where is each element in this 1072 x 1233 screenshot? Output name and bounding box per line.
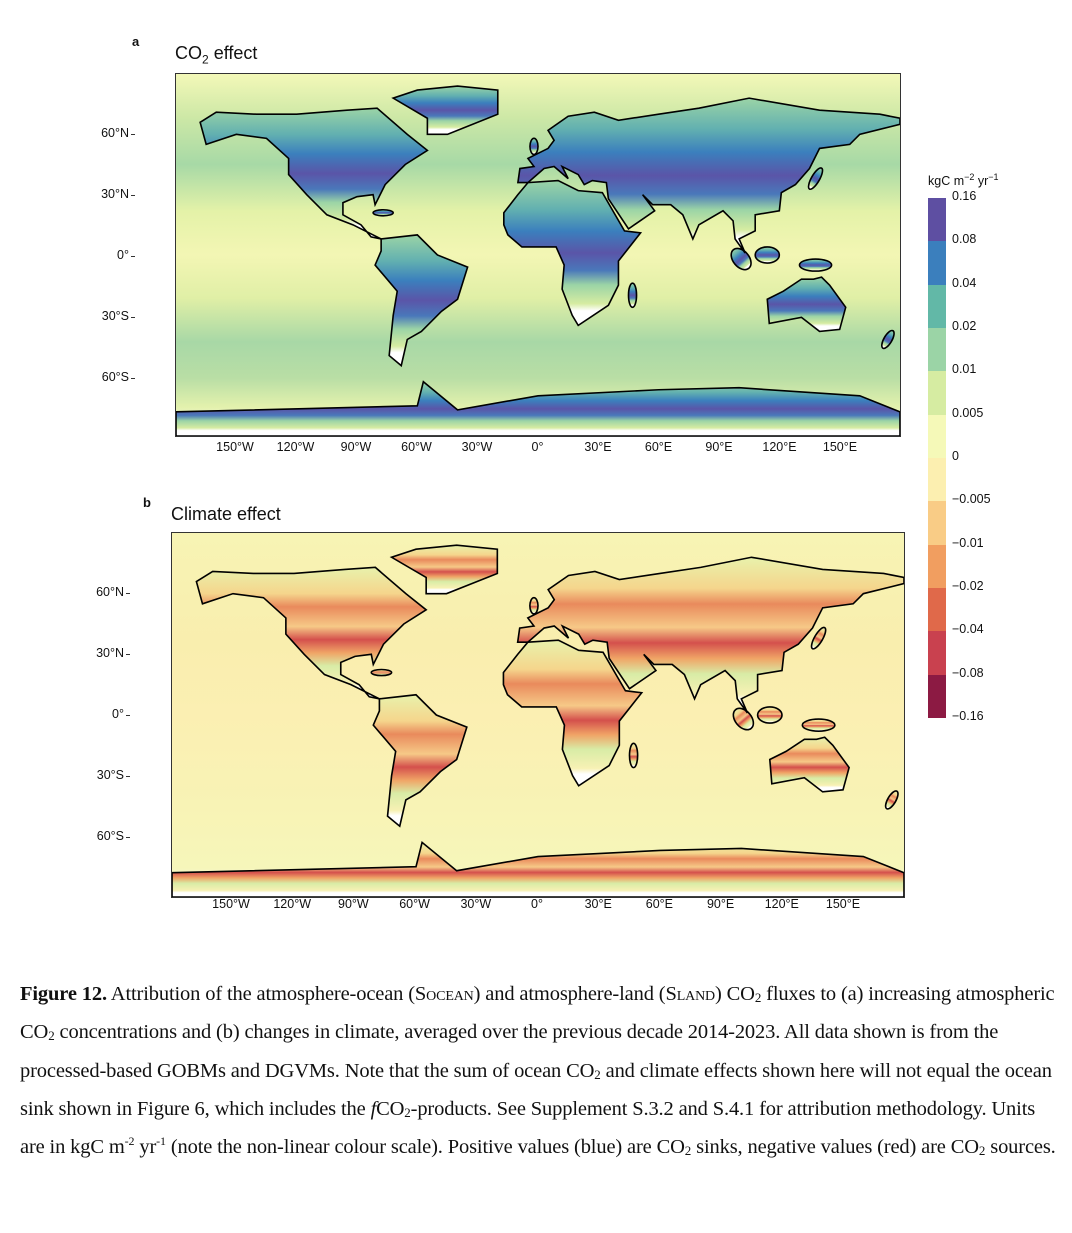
y-tick-label-b: 60°S — [84, 829, 130, 843]
x-tick-label-b: 0° — [531, 897, 543, 911]
caption-segment: Figure 12. — [20, 983, 107, 1005]
panel-b-title: Climate effect — [171, 504, 281, 524]
x-tick-label-a: 30°E — [584, 440, 612, 454]
figure-caption: Figure 12. Attribution of the atmosphere… — [20, 975, 1060, 1166]
colorbar-tick-label: −0.005 — [952, 492, 991, 507]
panel-a-title: CO2 effect — [175, 43, 257, 67]
caption-segment: 2 — [754, 990, 762, 1005]
x-tick-label-b: 120°W — [273, 897, 312, 911]
y-tick-label-b: 30°N — [84, 646, 130, 660]
panel-b-letter: b — [143, 495, 151, 510]
colorbar-bin — [928, 284, 946, 329]
colorbar-tick-label: −0.04 — [952, 622, 984, 637]
unit-sup1: −2 — [964, 172, 975, 182]
x-tick-label-b: 150°E — [825, 897, 861, 911]
colorbar-tick-label: 0.02 — [952, 319, 977, 333]
colorbar-tick-label: 0.04 — [952, 275, 977, 290]
y-tick-label-b: 60°N — [84, 585, 130, 599]
x-tick-label-a: 150°W — [216, 440, 254, 454]
caption-segment: concentrations and (b) changes in climat… — [20, 1021, 999, 1082]
caption-segment: fluxes to (a) increasing atmospheric CO — [20, 983, 1055, 1044]
caption-segment: CO — [376, 1097, 405, 1120]
colorbar — [928, 198, 946, 719]
colorbar-tick-label: 0.01 — [952, 362, 977, 377]
caption-segment: 2 — [684, 1143, 692, 1159]
x-tick-label-b: 30°E — [584, 897, 612, 911]
x-tick-label-a: 120°W — [276, 440, 315, 454]
x-tick-label-b: 90°W — [338, 897, 369, 911]
caption-segment: -products. See Supplement S.3.2 and S.4.… — [20, 1097, 1036, 1159]
x-tick-label-b: 60°E — [645, 897, 674, 911]
x-tick-label-a: 60°E — [644, 440, 673, 454]
x-tick-label-b: 30°W — [460, 897, 492, 911]
x-tick-label-b: 120°E — [764, 897, 799, 911]
caption-segment: and climate effects shown here will not … — [20, 1059, 1052, 1120]
colorbar-tick-label: −0.16 — [952, 709, 984, 723]
caption-segment: 2 — [594, 1066, 601, 1082]
colorbar-bin — [928, 414, 946, 459]
y-tick-label-a: 60°N — [89, 126, 135, 140]
colorbar-tick-label: 0.16 — [952, 189, 977, 203]
x-tick-label-b: 60°W — [399, 897, 430, 911]
caption-segment: Attribution of the atmosphere-ocean (S — [106, 983, 427, 1005]
y-tick-label-b: 30°S — [84, 768, 130, 782]
caption-segment: f — [370, 1097, 377, 1120]
caption-segment: yr — [134, 1136, 157, 1159]
colorbar-bin — [928, 328, 946, 372]
panel-a-title-main: CO — [175, 43, 202, 63]
x-tick-label-a: 120°E — [762, 440, 797, 454]
x-tick-label-a: 30°W — [461, 440, 493, 454]
caption-segment: -1 — [156, 1134, 166, 1149]
caption-segment: 2 — [978, 1143, 986, 1159]
caption-segment: 2 — [404, 1104, 411, 1120]
colorbar-bin — [928, 588, 946, 632]
colorbar-bin — [928, 544, 946, 589]
map-climate-effect — [171, 532, 905, 898]
caption-segment: sources. — [985, 1136, 1056, 1159]
y-tick-label-a: 30°N — [89, 187, 135, 201]
y-tick-label-a: 30°S — [89, 309, 135, 323]
colorbar-bin — [928, 371, 946, 416]
colorbar-tick-label: −0.08 — [952, 665, 984, 680]
x-tick-label-a: 90°W — [340, 440, 372, 454]
caption-segment: sinks, negative values (red) are CO — [691, 1136, 979, 1159]
panel-a-title-rest: effect — [208, 43, 258, 63]
colorbar-bin — [928, 674, 946, 719]
x-tick-label-b: 150°W — [212, 897, 250, 911]
colorbar-bin — [928, 631, 946, 676]
map-co2-effect — [175, 73, 901, 437]
colorbar-bin — [928, 198, 946, 242]
caption-segment: land — [676, 983, 715, 1005]
x-tick-label-a: 150°E — [822, 440, 858, 454]
unit-main: kgC m — [928, 174, 965, 189]
colorbar-tick-label: 0.08 — [952, 232, 977, 247]
x-tick-label-a: 0° — [531, 440, 544, 454]
y-tick-label-a: 0° — [89, 248, 135, 262]
caption-segment: ) and atmosphere-land (S — [473, 983, 677, 1005]
y-tick-label-b: 0° — [84, 707, 130, 721]
colorbar-tick-label: −0.01 — [952, 535, 984, 550]
caption-segment: ) CO — [715, 983, 755, 1005]
colorbar-tick-label: 0 — [952, 449, 959, 463]
colorbar-tick-label: −0.02 — [952, 579, 984, 593]
unit-mid: yr — [974, 174, 989, 189]
colorbar-bin — [928, 458, 946, 502]
colorbar-unit: kgC m−2 yr−1 — [928, 172, 999, 188]
colorbar-tick-label: 0.005 — [952, 405, 984, 420]
unit-sup2: −1 — [988, 172, 999, 182]
caption-segment: 2 — [48, 1028, 55, 1044]
x-tick-label-a: 90°E — [705, 440, 733, 454]
panel-a-letter: a — [132, 34, 140, 49]
caption-segment: -2 — [124, 1134, 135, 1149]
colorbar-bin — [928, 241, 946, 286]
x-tick-label-b: 90°E — [706, 897, 735, 911]
y-tick-label-a: 60°S — [89, 370, 135, 384]
colorbar-bin — [928, 501, 946, 546]
caption-segment: ocean — [426, 983, 474, 1005]
x-tick-label-a: 60°W — [401, 440, 432, 454]
caption-segment: (note the non-linear colour scale). Posi… — [165, 1136, 685, 1159]
panel-a-title-sub: 2 — [202, 52, 209, 67]
